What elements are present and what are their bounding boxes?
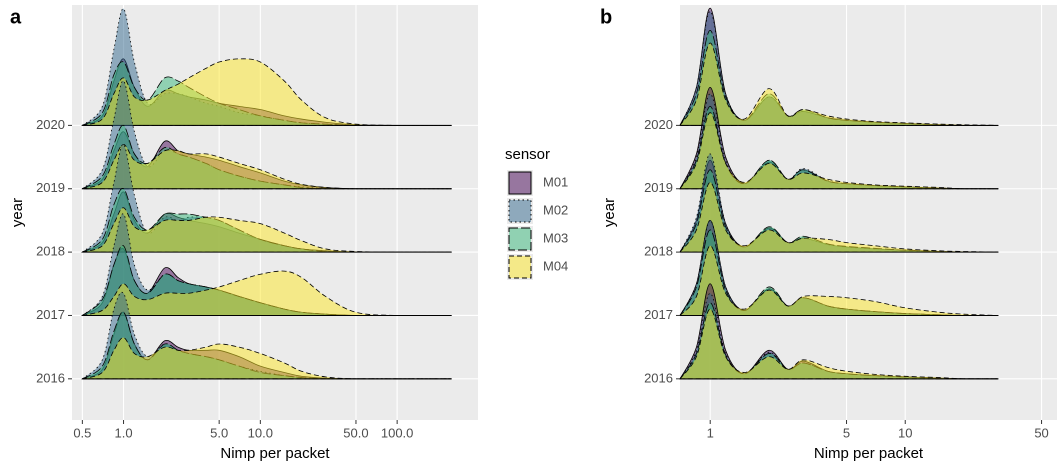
x-tick-label: 50.0 bbox=[343, 425, 368, 440]
ridge-area bbox=[82, 337, 452, 380]
ridge-area bbox=[679, 245, 999, 316]
y-tick-label: 2017 bbox=[644, 307, 673, 322]
y-tick-label: 2016 bbox=[644, 370, 673, 385]
y-axis-title: year bbox=[9, 198, 26, 227]
ridge-area bbox=[82, 207, 452, 253]
panel: 0.5 1.0 5.0 10.0 50.0 100.0 2016 2017 2018 2019 20… bbox=[9, 5, 478, 462]
x-tick-label: 5.0 bbox=[210, 425, 228, 440]
legend-key bbox=[508, 171, 532, 195]
plot-background bbox=[680, 5, 1057, 420]
legend-title: sensor bbox=[505, 146, 550, 163]
y-axis-title: year bbox=[601, 198, 618, 227]
x-tick-label: 5 bbox=[843, 425, 850, 440]
legend-label: M03 bbox=[543, 230, 568, 245]
ridge-area bbox=[82, 143, 452, 190]
panel-label: a bbox=[10, 6, 22, 28]
panel: 1 5 10 50 2016 2017 2018 2019 2020 Nimp per packe… bbox=[600, 5, 1057, 462]
legend-key bbox=[508, 227, 532, 251]
y-tick-label: 2019 bbox=[644, 180, 673, 195]
ridge-area bbox=[82, 270, 452, 316]
x-tick-label: 1.0 bbox=[115, 425, 133, 440]
x-tick-label: 50 bbox=[1034, 425, 1048, 440]
y-tick-label: 2018 bbox=[36, 244, 65, 259]
ridge-area bbox=[82, 58, 452, 126]
ridge-area bbox=[679, 308, 999, 380]
legend-label: M01 bbox=[543, 174, 568, 189]
ridge-area bbox=[679, 42, 999, 126]
y-tick-label: 2020 bbox=[36, 117, 65, 132]
x-tick-label: 10.0 bbox=[248, 425, 273, 440]
y-tick-label: 2020 bbox=[644, 117, 673, 132]
y-tick-label: 2018 bbox=[644, 244, 673, 259]
legend-label: M04 bbox=[543, 258, 568, 273]
y-tick-label: 2016 bbox=[36, 370, 65, 385]
legend-label: M02 bbox=[543, 202, 568, 217]
panel-label: b bbox=[600, 6, 612, 28]
x-tick-label: 100.0 bbox=[381, 425, 414, 440]
y-tick-label: 2017 bbox=[36, 307, 65, 322]
x-tick-label: 1 bbox=[707, 425, 714, 440]
x-tick-label: 0.5 bbox=[73, 425, 91, 440]
x-axis-title: Nimp per packet bbox=[814, 445, 924, 462]
legend: sensor M01 M02 M03 M04 bbox=[505, 146, 568, 280]
y-tick-label: 2019 bbox=[36, 180, 65, 195]
legend-key bbox=[508, 255, 532, 279]
legend-key bbox=[508, 199, 532, 223]
x-tick-label: 10 bbox=[898, 425, 912, 440]
x-axis-title: Nimp per packet bbox=[220, 445, 330, 462]
